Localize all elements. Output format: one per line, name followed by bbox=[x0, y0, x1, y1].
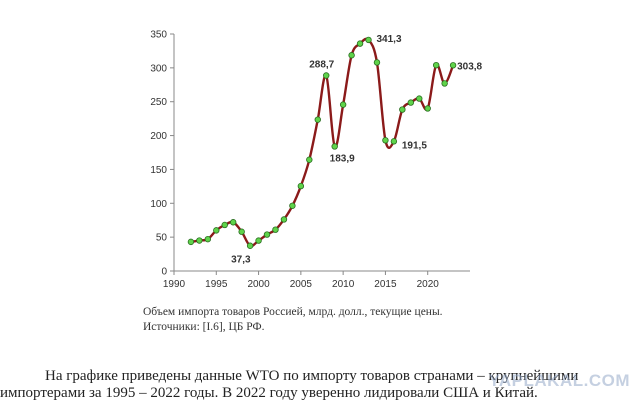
data-label: 341,3 bbox=[377, 34, 402, 45]
watermark-logo: YAPLAKAL.COM bbox=[488, 371, 630, 390]
y-tick-label: 350 bbox=[150, 30, 167, 41]
paragraph-line-1: На графике приведены данные WTO по импор… bbox=[45, 368, 579, 384]
data-point-marker bbox=[263, 231, 271, 238]
x-tick-label: 2020 bbox=[417, 279, 440, 290]
data-point-marker bbox=[424, 105, 431, 112]
x-tick-label: 2010 bbox=[332, 279, 355, 290]
x-tick-label: 2005 bbox=[290, 279, 313, 290]
chart-caption-line-1: Объем импорта товаров Россией, млрд. дол… bbox=[143, 306, 443, 318]
data-point-marker bbox=[416, 95, 423, 102]
data-point-marker bbox=[373, 59, 381, 66]
y-tick-label: 150 bbox=[150, 165, 167, 176]
data-point-marker bbox=[221, 221, 228, 229]
series-points bbox=[187, 36, 457, 249]
x-tick-label: 2015 bbox=[374, 279, 397, 290]
data-point-marker bbox=[382, 137, 389, 144]
chart-axes bbox=[173, 34, 470, 272]
data-point-marker bbox=[331, 143, 338, 150]
data-point-marker bbox=[365, 36, 372, 44]
x-tick-label: 2000 bbox=[247, 279, 270, 290]
y-tick-label: 100 bbox=[150, 199, 167, 210]
data-point-marker bbox=[238, 228, 245, 235]
data-point-marker bbox=[272, 226, 279, 233]
data-point-marker bbox=[246, 242, 254, 249]
y-tick-label: 300 bbox=[150, 63, 167, 74]
y-tick-label: 0 bbox=[161, 267, 167, 278]
data-label: 303,8 bbox=[457, 61, 482, 72]
data-point-marker bbox=[204, 235, 212, 243]
data-point-marker bbox=[289, 202, 296, 209]
data-labels: 288,7 183,9 37,3 341,3 191,5 303,8 bbox=[231, 34, 482, 266]
data-point-marker bbox=[441, 80, 448, 87]
data-point-marker bbox=[348, 52, 355, 59]
data-point-marker bbox=[280, 216, 288, 223]
data-point-marker bbox=[213, 227, 220, 234]
data-point-marker bbox=[306, 156, 313, 163]
data-point-marker bbox=[390, 138, 398, 145]
data-point-marker bbox=[407, 99, 414, 106]
data-point-marker bbox=[297, 182, 305, 190]
data-point-marker bbox=[449, 62, 457, 69]
x-tick-label: 1990 bbox=[163, 279, 186, 290]
y-tick-label: 250 bbox=[150, 97, 167, 108]
x-tick-label: 1995 bbox=[205, 279, 228, 290]
chart-caption-line-2: Источники: [I.6], ЦБ РФ. bbox=[143, 321, 265, 333]
data-point-marker bbox=[323, 72, 330, 79]
data-point-marker bbox=[187, 238, 195, 246]
data-label: 37,3 bbox=[231, 255, 251, 266]
y-tick-label: 200 bbox=[150, 131, 167, 142]
data-point-marker bbox=[432, 61, 440, 69]
data-label: 288,7 bbox=[309, 60, 334, 71]
data-point-marker bbox=[399, 106, 406, 113]
y-tick-label: 50 bbox=[156, 233, 168, 244]
chart-ticks: 0 50 100 150 200 250 300 350 1990 1995 2000 2005 201… bbox=[150, 30, 439, 291]
paragraph-line-2: импортерами за 1995 – 2022 годы. В 2022 … bbox=[0, 385, 538, 401]
data-point-marker bbox=[314, 116, 321, 123]
data-point-marker bbox=[196, 237, 203, 244]
data-point-marker bbox=[229, 219, 237, 226]
data-point-marker bbox=[356, 40, 364, 47]
data-point-marker bbox=[339, 101, 347, 108]
data-label: 183,9 bbox=[330, 153, 355, 164]
data-point-marker bbox=[255, 237, 262, 244]
import-line-chart: 0 50 100 150 200 250 300 350 1990 1995 2000 2005 201… bbox=[150, 30, 482, 291]
data-label: 191,5 bbox=[402, 140, 427, 151]
